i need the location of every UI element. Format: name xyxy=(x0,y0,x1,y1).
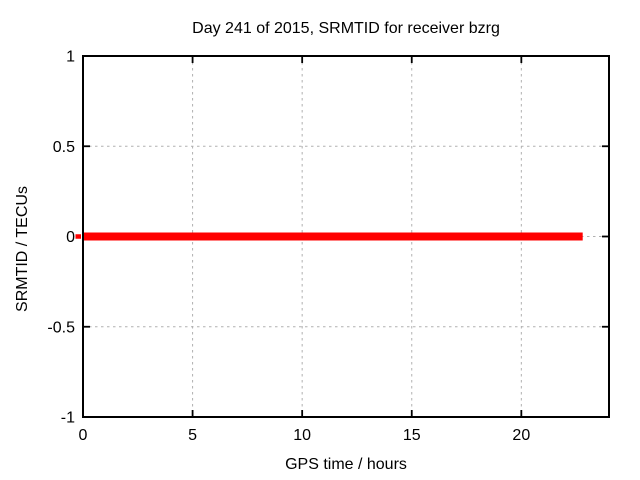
x-tick-label: 10 xyxy=(293,427,311,444)
plot-border xyxy=(82,55,610,418)
y-tick-label: 1 xyxy=(66,49,75,66)
x-tick-labels: 0 5 10 15 20 xyxy=(79,427,531,444)
y-tick-label: 0.5 xyxy=(53,139,75,156)
x-tick-label: 5 xyxy=(188,427,197,444)
x-tick-label: 15 xyxy=(403,427,421,444)
x-axis-label: GPS time / hours xyxy=(285,456,407,473)
y-tick-label: 0 xyxy=(66,229,75,246)
y-tick-label: -1 xyxy=(61,410,75,427)
y-tick-label: -0.5 xyxy=(47,319,75,336)
y-tick-labels: 1 0.5 0 -0.5 -1 xyxy=(47,49,75,427)
chart-title: Day 241 of 2015, SRMTID for receiver bzr… xyxy=(192,20,500,37)
x-tick-label: 0 xyxy=(79,427,88,444)
y-axis-label: SRMTID / TECUs xyxy=(14,186,31,312)
x-tick-label: 20 xyxy=(512,427,530,444)
